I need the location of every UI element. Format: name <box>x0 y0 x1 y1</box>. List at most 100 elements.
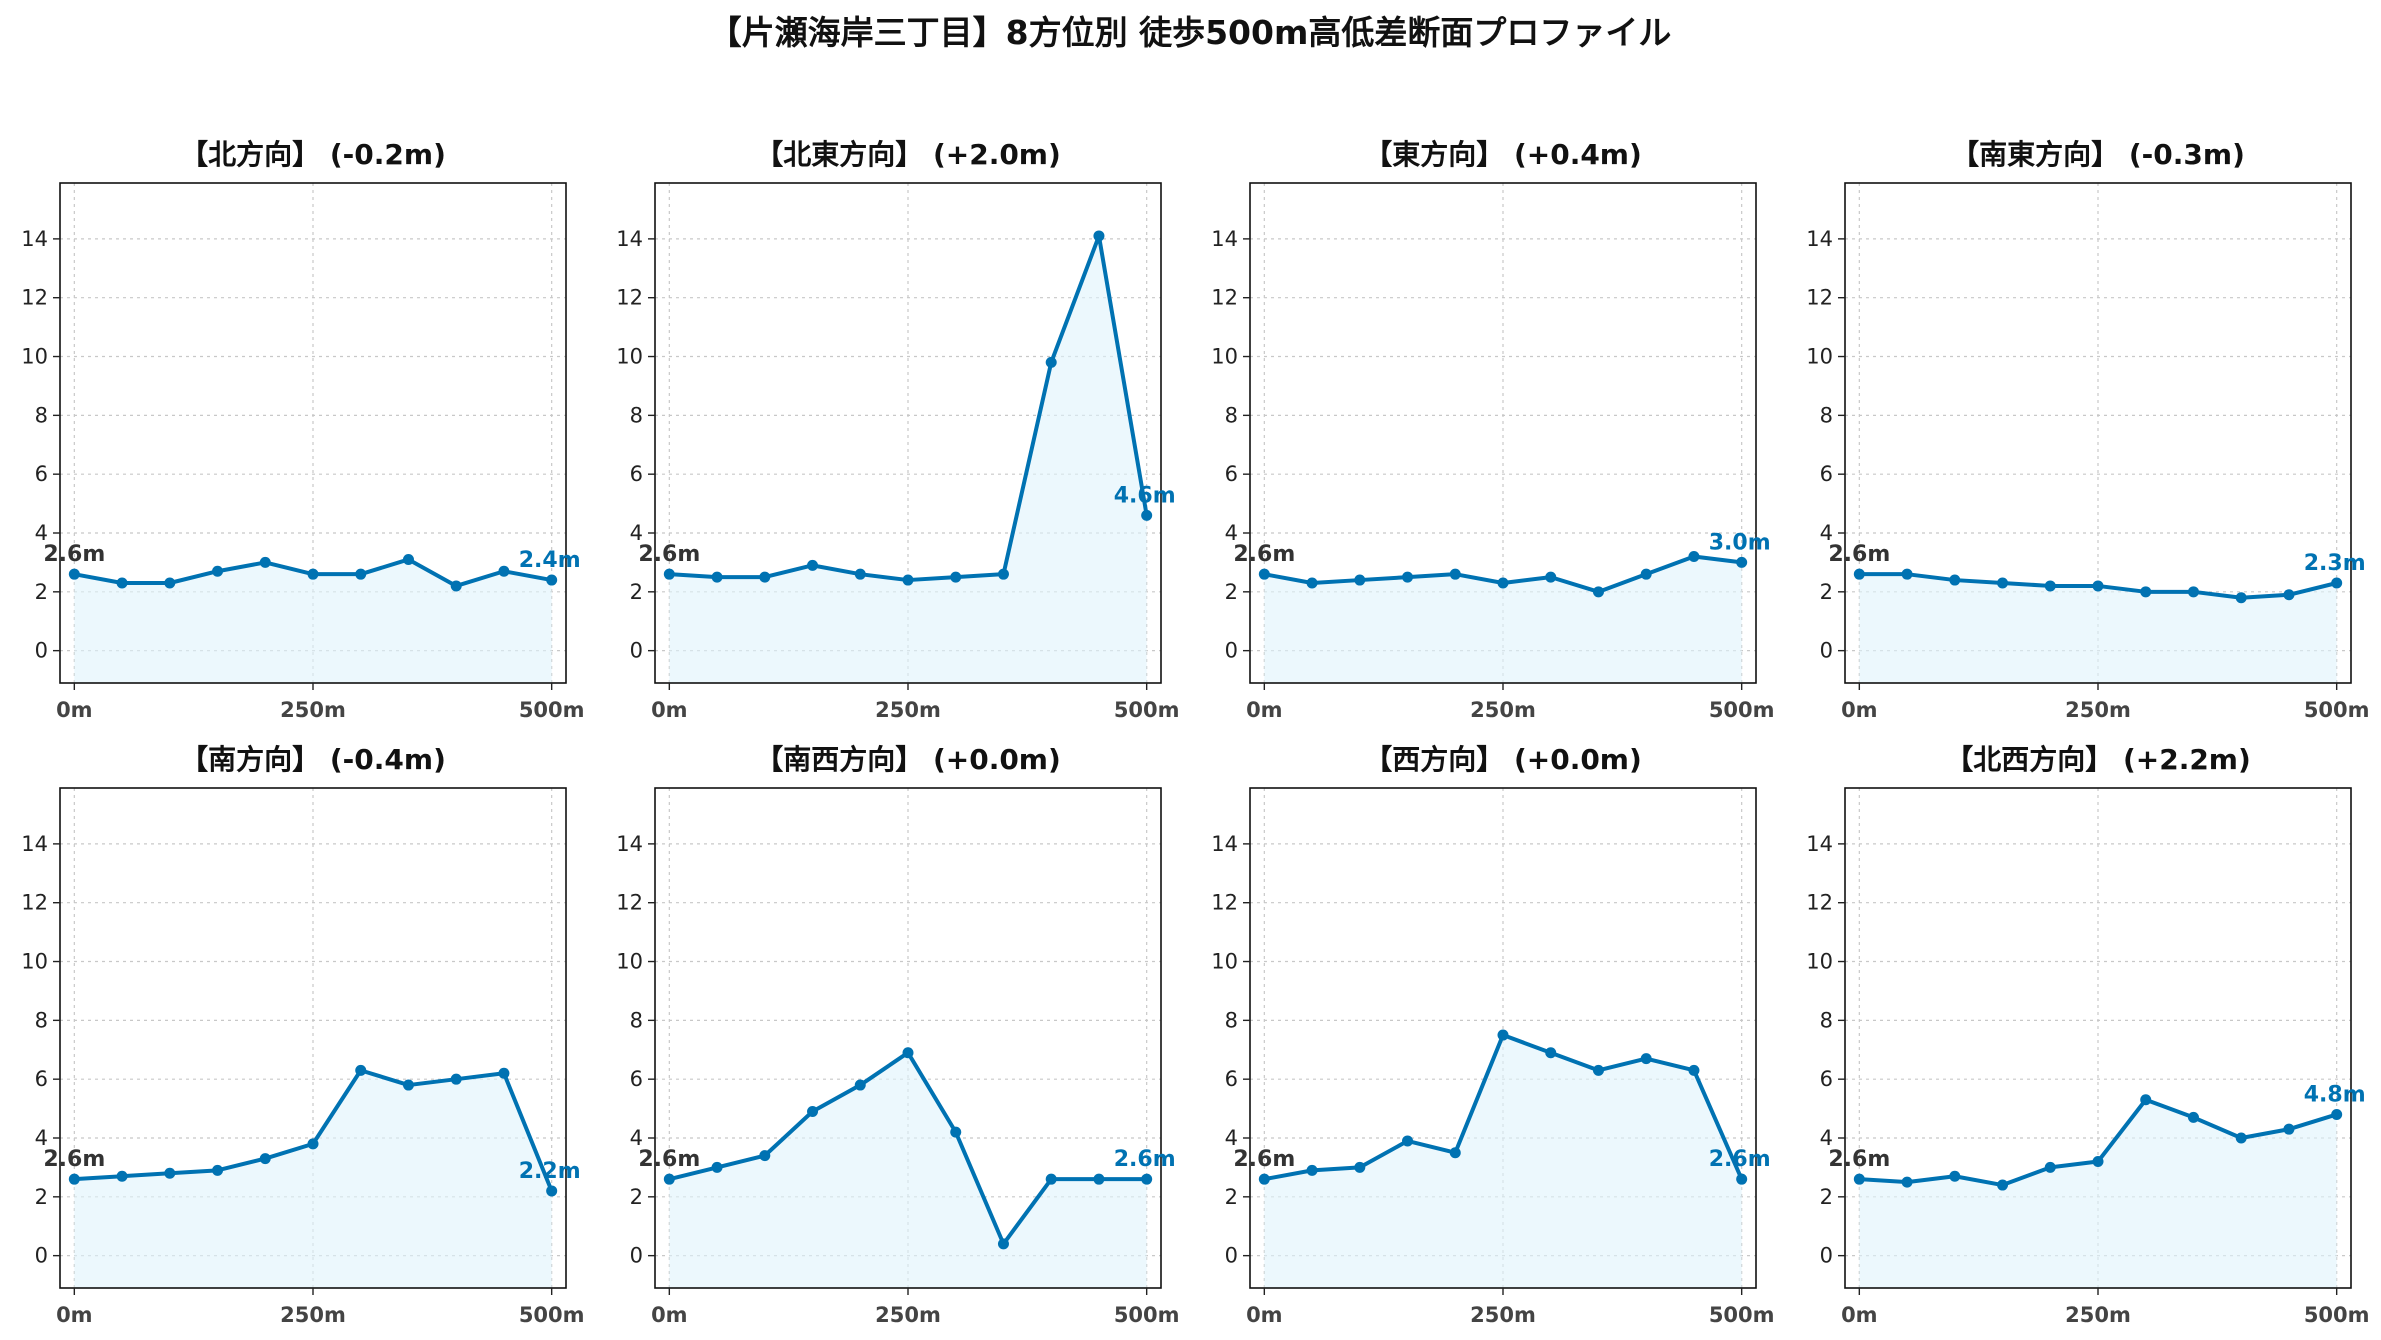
y-tick-label: 2 <box>1820 1185 1833 1209</box>
elevation-area <box>74 1070 552 1288</box>
data-point <box>2235 1132 2247 1144</box>
data-point <box>1949 574 1961 586</box>
data-point <box>2092 1156 2104 1168</box>
elevation-area <box>669 235 1147 684</box>
data-point <box>68 568 80 580</box>
data-point <box>212 1164 224 1176</box>
data-point <box>1545 571 1557 583</box>
data-point <box>854 1079 866 1091</box>
data-point <box>355 568 367 580</box>
panel-7: 【北西方向】 (+2.2m) 0 2 4 6 8 10 12 14 0m 250m 500m 2.6m 4… <box>1806 743 2369 1327</box>
start-elevation-label: 2.6m <box>1233 542 1295 567</box>
data-point <box>1688 551 1700 563</box>
data-point <box>1853 1173 1865 1185</box>
data-point <box>663 568 675 580</box>
data-point <box>1497 1029 1509 1041</box>
y-tick-label: 6 <box>1225 1067 1238 1091</box>
data-point <box>1306 1164 1318 1176</box>
x-tick-label: 500m <box>519 698 585 722</box>
data-point <box>2044 1161 2056 1173</box>
start-elevation-label: 2.6m <box>638 542 700 567</box>
figure-title: 【片瀬海岸三丁目】8方位別 徒歩500m高低差断面プロファイル <box>709 13 1672 52</box>
data-point <box>1997 577 2009 589</box>
data-point <box>2044 580 2056 592</box>
panel-title: 【北東方向】 (+2.0m) <box>755 138 1061 171</box>
y-tick-label: 4 <box>35 1126 48 1150</box>
end-elevation-label: 2.6m <box>1709 1147 1771 1172</box>
end-elevation-label: 4.6m <box>1114 483 1176 508</box>
x-tick-label: 250m <box>2065 1303 2131 1327</box>
y-tick-label: 10 <box>616 950 643 974</box>
x-tick-label: 0m <box>1841 698 1878 722</box>
x-tick-label: 250m <box>280 698 346 722</box>
panel-title: 【北方向】 (-0.2m) <box>180 138 446 171</box>
y-tick-label: 8 <box>630 1008 643 1032</box>
y-tick-label: 0 <box>1225 639 1238 663</box>
y-tick-label: 4 <box>630 1126 643 1150</box>
y-tick-label: 4 <box>1820 1126 1833 1150</box>
data-point <box>1045 356 1057 368</box>
data-point <box>546 574 558 586</box>
data-point <box>1640 1053 1652 1065</box>
y-tick-label: 14 <box>21 227 48 251</box>
panel-title: 【西方向】 (+0.0m) <box>1364 743 1642 776</box>
data-point <box>1545 1047 1557 1059</box>
y-tick-label: 0 <box>1820 639 1833 663</box>
data-point <box>759 571 771 583</box>
data-point <box>1449 1147 1461 1159</box>
y-tick-label: 6 <box>630 1067 643 1091</box>
elevation-area <box>1859 1099 2337 1288</box>
data-point <box>450 580 462 592</box>
y-tick-label: 14 <box>616 832 643 856</box>
y-tick-label: 4 <box>35 521 48 545</box>
data-point <box>1402 571 1414 583</box>
y-tick-label: 10 <box>1211 950 1238 974</box>
y-tick-label: 12 <box>21 891 48 915</box>
data-point <box>997 1238 1009 1250</box>
y-tick-label: 4 <box>630 521 643 545</box>
y-tick-label: 0 <box>35 1244 48 1268</box>
x-tick-label: 500m <box>1709 698 1775 722</box>
y-tick-label: 0 <box>630 639 643 663</box>
x-tick-label: 250m <box>875 698 941 722</box>
y-tick-label: 10 <box>1211 345 1238 369</box>
data-point <box>1141 1173 1153 1185</box>
x-tick-label: 500m <box>1709 1303 1775 1327</box>
x-tick-label: 500m <box>1114 1303 1180 1327</box>
y-tick-label: 12 <box>1211 891 1238 915</box>
data-point <box>950 571 962 583</box>
y-tick-label: 12 <box>1806 891 1833 915</box>
end-elevation-label: 3.0m <box>1709 530 1771 555</box>
panel-grid: 【北方向】 (-0.2m) 0 2 4 6 8 10 12 14 0m 250m 500m 2.6m 2.… <box>21 138 2369 1327</box>
data-point <box>711 1161 723 1173</box>
panel-0: 【北方向】 (-0.2m) 0 2 4 6 8 10 12 14 0m 250m 500m 2.6m 2.… <box>21 138 584 722</box>
y-tick-label: 6 <box>1225 462 1238 486</box>
data-point <box>164 577 176 589</box>
end-elevation-label: 2.6m <box>1114 1147 1176 1172</box>
x-tick-label: 250m <box>1470 698 1536 722</box>
elevation-area <box>1264 556 1742 683</box>
data-point <box>759 1150 771 1162</box>
data-point <box>355 1064 367 1076</box>
data-point <box>807 559 819 571</box>
elevation-area <box>1264 1035 1742 1288</box>
data-point <box>663 1173 675 1185</box>
x-tick-label: 0m <box>651 698 688 722</box>
panel-6: 【西方向】 (+0.0m) 0 2 4 6 8 10 12 14 0m 250m 500m 2.6m 2.… <box>1211 743 1774 1327</box>
data-point <box>2331 577 2343 589</box>
data-point <box>307 568 319 580</box>
y-tick-label: 2 <box>1225 580 1238 604</box>
x-tick-label: 500m <box>1114 698 1180 722</box>
y-tick-label: 12 <box>1211 286 1238 310</box>
data-point <box>1045 1173 1057 1185</box>
y-tick-label: 6 <box>1820 1067 1833 1091</box>
y-tick-label: 14 <box>21 832 48 856</box>
data-point <box>2140 586 2152 598</box>
x-tick-label: 500m <box>519 1303 585 1327</box>
data-point <box>259 1153 271 1165</box>
y-tick-label: 14 <box>1211 227 1238 251</box>
x-tick-label: 250m <box>875 1303 941 1327</box>
start-elevation-label: 2.6m <box>1828 1147 1890 1172</box>
panel-title: 【南方向】 (-0.4m) <box>180 743 446 776</box>
data-point <box>1640 568 1652 580</box>
